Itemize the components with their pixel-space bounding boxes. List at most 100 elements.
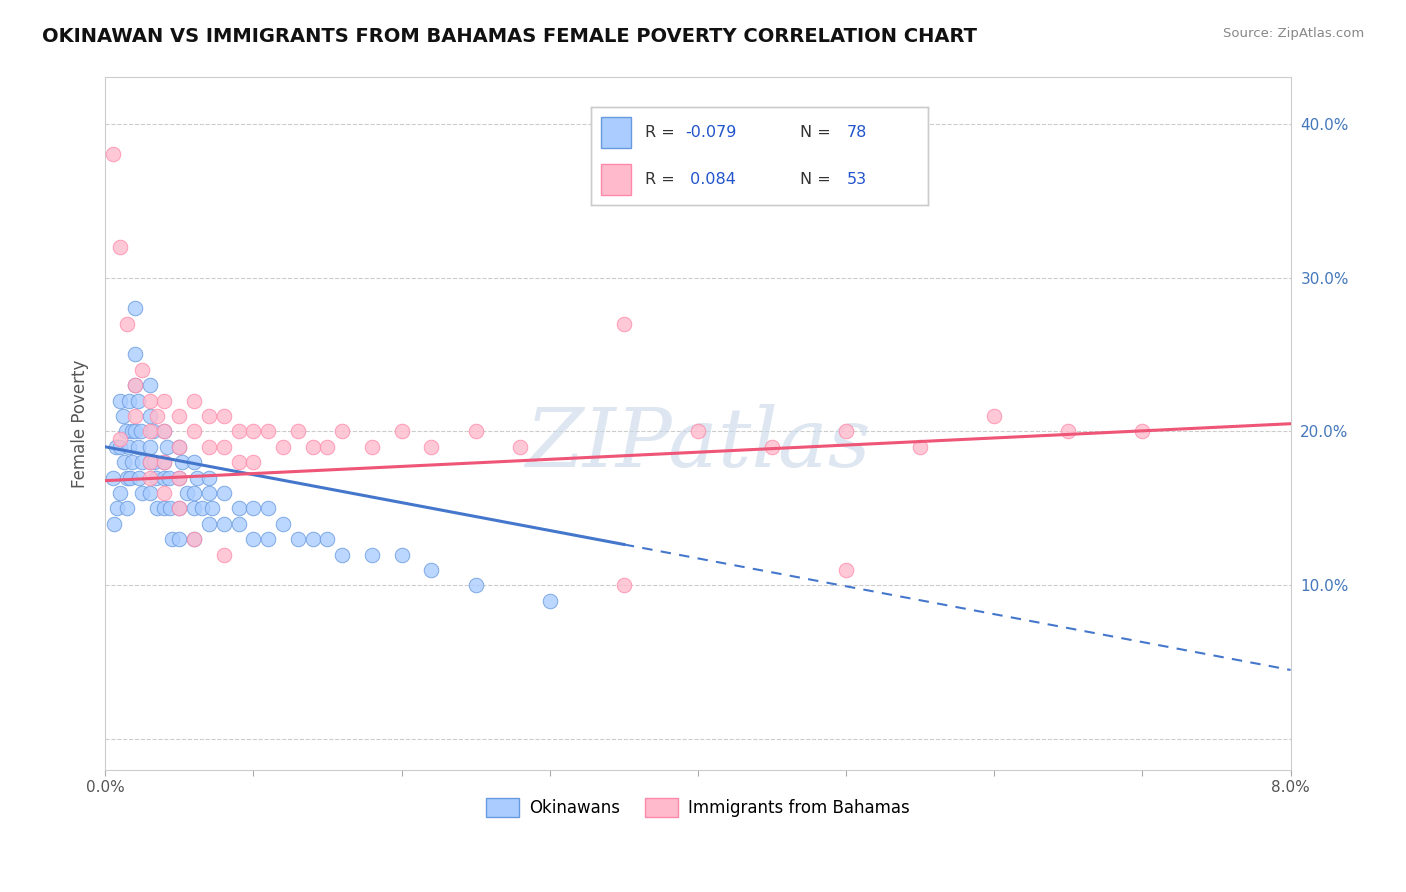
Point xyxy=(138,393,160,408)
Point xyxy=(138,455,160,469)
Point xyxy=(117,501,139,516)
Point xyxy=(613,317,636,331)
Point xyxy=(157,470,180,484)
Point xyxy=(686,425,709,439)
Point xyxy=(117,317,139,331)
Point xyxy=(287,425,309,439)
Point xyxy=(242,501,264,516)
Point xyxy=(153,455,176,469)
Point xyxy=(228,425,250,439)
Point xyxy=(121,425,143,439)
Point xyxy=(169,409,191,423)
Point xyxy=(316,532,339,546)
Point xyxy=(138,378,160,392)
Point xyxy=(183,532,205,546)
Point xyxy=(1132,425,1154,439)
Point xyxy=(464,578,486,592)
Point xyxy=(198,440,221,454)
Point xyxy=(198,470,221,484)
Point xyxy=(120,470,142,484)
Point xyxy=(153,425,176,439)
Point xyxy=(212,409,235,423)
Legend: Okinawans, Immigrants from Bahamas: Okinawans, Immigrants from Bahamas xyxy=(479,791,917,824)
Point xyxy=(257,532,280,546)
Point xyxy=(271,440,294,454)
Point xyxy=(108,432,131,446)
Point xyxy=(169,440,191,454)
Point xyxy=(212,516,235,531)
Point xyxy=(124,301,146,316)
Y-axis label: Female Poverty: Female Poverty xyxy=(72,359,89,488)
Point xyxy=(169,470,191,484)
Point xyxy=(212,440,235,454)
Point xyxy=(228,516,250,531)
Point xyxy=(153,501,176,516)
Point xyxy=(316,440,339,454)
Point xyxy=(761,440,783,454)
Point xyxy=(124,378,146,392)
Point xyxy=(159,501,181,516)
Text: 0.084: 0.084 xyxy=(685,172,735,187)
Point xyxy=(183,425,205,439)
Text: -0.079: -0.079 xyxy=(685,125,737,140)
Point xyxy=(169,470,191,484)
Point xyxy=(138,455,160,469)
Point xyxy=(114,455,136,469)
Text: OKINAWAN VS IMMIGRANTS FROM BAHAMAS FEMALE POVERTY CORRELATION CHART: OKINAWAN VS IMMIGRANTS FROM BAHAMAS FEMA… xyxy=(42,27,977,45)
Point xyxy=(156,440,179,454)
Point xyxy=(242,425,264,439)
Text: N =: N = xyxy=(800,125,835,140)
Point xyxy=(138,470,160,484)
Point xyxy=(138,440,160,454)
Point xyxy=(153,470,176,484)
Point xyxy=(301,532,323,546)
Point xyxy=(146,409,169,423)
Text: N =: N = xyxy=(800,172,835,187)
Point xyxy=(143,455,166,469)
Point xyxy=(138,486,160,500)
Text: 53: 53 xyxy=(846,172,868,187)
Point xyxy=(228,501,250,516)
Point xyxy=(131,486,153,500)
Point xyxy=(613,578,636,592)
Point xyxy=(108,240,131,254)
Point xyxy=(301,440,323,454)
Point xyxy=(124,378,146,392)
Point xyxy=(330,548,353,562)
Point xyxy=(242,455,264,469)
Point xyxy=(257,425,280,439)
Point xyxy=(983,409,1005,423)
Point xyxy=(176,486,198,500)
Point xyxy=(101,147,124,161)
Point xyxy=(169,501,191,516)
Point xyxy=(160,532,183,546)
Point xyxy=(101,470,124,484)
Point xyxy=(391,548,413,562)
Point xyxy=(538,593,561,607)
Point xyxy=(169,501,191,516)
Point xyxy=(257,501,280,516)
Point xyxy=(835,425,858,439)
Point xyxy=(138,409,160,423)
Point xyxy=(145,470,167,484)
Point xyxy=(127,393,149,408)
Point xyxy=(153,425,176,439)
Point xyxy=(271,516,294,531)
Point xyxy=(153,393,176,408)
Point xyxy=(108,440,131,454)
Text: 78: 78 xyxy=(846,125,868,140)
Point xyxy=(198,486,221,500)
Point xyxy=(391,425,413,439)
Point xyxy=(153,486,176,500)
Point xyxy=(124,347,146,361)
Point xyxy=(142,425,165,439)
Point xyxy=(117,470,139,484)
Point xyxy=(212,486,235,500)
Point xyxy=(138,425,160,439)
Point xyxy=(228,455,250,469)
Point xyxy=(287,532,309,546)
Point xyxy=(190,501,212,516)
Point xyxy=(124,425,146,439)
Point xyxy=(420,440,443,454)
Point xyxy=(103,516,125,531)
